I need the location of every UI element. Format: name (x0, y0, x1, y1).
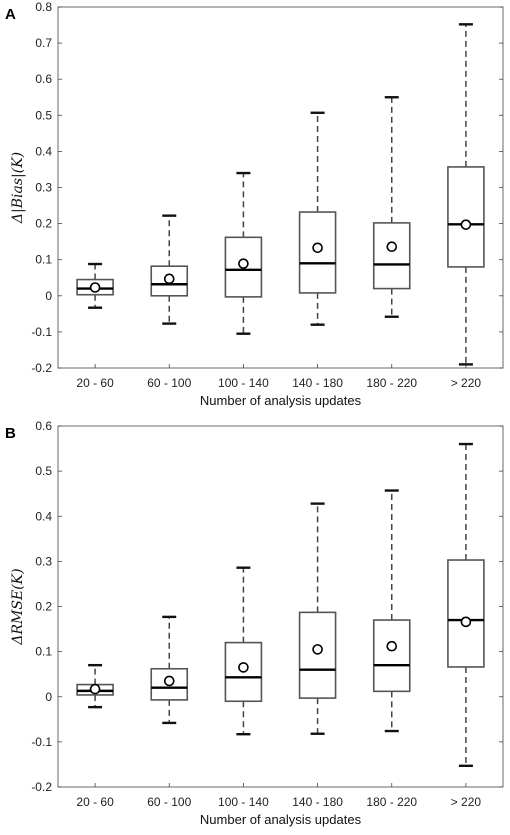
y-tick-label: 0.6 (35, 419, 52, 433)
box-5 (372, 489, 411, 733)
y-tick-label: 0.2 (35, 600, 52, 614)
mean-marker (460, 219, 472, 230)
plot-frame (57, 425, 504, 788)
iqr-box (372, 222, 411, 290)
mean-marker (460, 616, 472, 628)
mean-marker (238, 662, 249, 673)
mean-marker (89, 282, 101, 293)
mean-marker (386, 640, 398, 652)
panel-b: B -0.2 -0.1 0 0.1 0.2 0.3 0.4 0.5 0.6 20 - 60 60 - … (5, 419, 504, 827)
x-tick-label: 140 - 180 (292, 376, 343, 390)
x-tick-label: 20 - 60 (76, 376, 114, 390)
y-tick-label: 0.6 (35, 72, 52, 86)
x-tick-label: 100 - 140 (218, 795, 269, 809)
x-tick-label: 20 - 60 (76, 795, 114, 809)
y-tick-label: 0.1 (35, 645, 52, 659)
iqr-box (447, 166, 485, 268)
mean-marker (386, 241, 398, 253)
x-axis-label: Number of analysis updates (200, 812, 362, 827)
box-5 (372, 96, 411, 318)
y-tick-label: 0 (45, 690, 52, 704)
y-tick-label: 0.3 (35, 554, 52, 568)
mean-marker (163, 273, 175, 285)
iqr-box (372, 619, 411, 693)
x-tick-label: > 220 (451, 795, 482, 809)
y-tick-label: 0.7 (35, 36, 52, 50)
y-tick-label: -0.2 (31, 361, 52, 375)
y-tick-label: 0.5 (35, 108, 52, 122)
box-2 (150, 214, 189, 325)
y-tick-label: -0.1 (31, 735, 52, 749)
y-tick-label: 0.2 (35, 217, 52, 231)
mean-marker (312, 242, 323, 254)
iqr-box (298, 611, 337, 699)
y-axis-label: ΔRMSE(K) (10, 568, 26, 645)
x-tick-label: 60 - 100 (147, 376, 191, 390)
mean-marker (163, 675, 175, 687)
x-tick-label: 140 - 180 (292, 795, 343, 809)
mean-marker (89, 683, 101, 695)
y-tick-label: -0.2 (31, 780, 52, 794)
box-1 (76, 262, 114, 309)
iqr-box (447, 559, 485, 668)
mean-marker (238, 258, 249, 269)
y-tick-label: 0.4 (35, 509, 52, 523)
y-tick-label: 0.1 (35, 253, 52, 267)
box-4 (298, 502, 337, 735)
box-6 (447, 442, 485, 767)
box-2 (150, 615, 189, 725)
x-tick-label: > 220 (451, 376, 482, 390)
y-tick-label: 0.4 (35, 144, 52, 158)
panel-a: A -0.2 -0.1 0 0.1 0.2 0.3 0.4 0.5 0.6 0.7 0.8 20 - 6… (5, 0, 504, 408)
plot-frame (57, 6, 504, 369)
box-6 (447, 23, 485, 366)
x-tick-label: 180 - 220 (366, 795, 417, 809)
box-3 (224, 566, 263, 736)
y-tick-label: 0.3 (35, 181, 52, 195)
y-tick-label: 0 (45, 289, 52, 303)
y-tick-label: 0.5 (35, 464, 52, 478)
y-axis-label: Δ|Bias|(K) (10, 152, 26, 224)
mean-marker (312, 644, 323, 655)
x-tick-label: 180 - 220 (366, 376, 417, 390)
x-axis-label: Number of analysis updates (200, 393, 362, 408)
x-tick-label: 60 - 100 (147, 795, 191, 809)
box-1 (76, 663, 114, 709)
panel-letter: A (5, 6, 16, 23)
x-tick-label: 100 - 140 (218, 376, 269, 390)
box-4 (298, 111, 337, 326)
y-tick-label: -0.1 (31, 325, 52, 339)
panel-letter: B (5, 425, 16, 442)
y-tick-label: 0.8 (35, 0, 52, 14)
box-3 (224, 171, 263, 335)
